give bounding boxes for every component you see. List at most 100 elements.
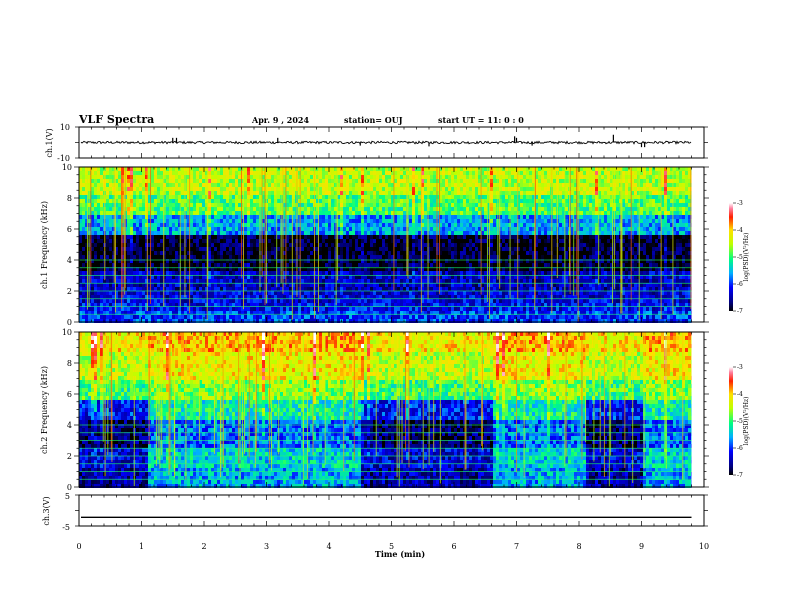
spectrogram-cell [310,227,313,231]
spectrogram-cell [163,263,166,267]
spectrogram-cell [343,259,346,263]
spectrogram-cell [268,239,271,243]
spectrogram-cell [379,219,382,223]
spectrogram-cell [148,207,151,211]
spectrogram-cell [397,263,400,267]
spectrogram-cell [439,175,442,179]
spectrogram-cell [106,207,109,211]
spectrogram-cell [169,235,172,239]
spectrogram-cell [400,303,403,307]
spectrogram-cell [424,267,427,271]
spectrogram-cell [82,315,85,319]
spectrogram-cell [139,175,142,179]
spectrogram-cell [430,187,433,191]
spectrogram-cell [184,319,187,323]
spectrogram-cell [361,171,364,175]
spectrogram-cell [208,227,211,231]
spectrogram-cell [199,267,202,271]
spectrogram-cell [247,291,250,295]
spectrogram-cell [445,167,448,171]
spectrogram-cell [280,303,283,307]
spectrogram-cell [136,187,139,191]
spectrogram-cell [379,271,382,275]
spectrogram-cell [109,295,112,299]
spectrogram-cell [400,299,403,303]
spectrogram-cell [82,223,85,227]
spectrogram-cell [217,207,220,211]
spectrogram-cell [208,279,211,283]
spectrogram-cell [433,203,436,207]
spectrogram-cell [316,203,319,207]
spectrogram-cell [238,199,241,203]
spectrogram-cell [253,319,256,323]
spectrogram-cell [193,175,196,179]
spectrogram-cell [412,187,415,191]
spectrogram-cell [388,215,391,219]
spectrogram-cell [331,255,334,259]
spectrogram-cell [241,283,244,287]
spectrogram-cell [151,267,154,271]
spectrogram-cell [448,183,451,187]
spectrogram-cell [385,271,388,275]
spectrogram-cell [436,299,439,303]
spectrogram-cell [169,311,172,315]
spectrogram-cell [412,195,415,199]
spectrogram-cell [148,175,151,179]
spectrogram-cell [412,287,415,291]
spectrogram-cell [154,239,157,243]
spectrogram-cell [385,295,388,299]
spectrogram-cell [211,243,214,247]
spectrogram-cell [310,315,313,319]
spectrogram-cell [238,287,241,291]
spectrogram-cell [109,275,112,279]
spectrogram-cell [193,315,196,319]
spectrogram-cell [190,183,193,187]
spectrogram-cell [379,291,382,295]
spectrogram-cell [262,223,265,227]
spectrogram-cell [253,303,256,307]
spectrogram-cell [85,219,88,223]
spectrogram-cell [283,227,286,231]
spectrogram-cell [370,315,373,319]
spectrogram-cell [163,211,166,215]
spectrogram-cell [229,259,232,263]
spectrogram-cell [232,219,235,223]
spectrogram-cell [451,255,454,259]
spectrogram-cell [187,319,190,323]
spectrogram-cell [157,187,160,191]
spectrogram-cell [400,295,403,299]
spectrogram-cell [445,195,448,199]
spectrogram-cell [439,291,442,295]
spectrogram-cell [79,251,82,255]
spectrogram-cell [145,239,148,243]
spectrogram-cell [340,215,343,219]
spectrogram-cell [451,175,454,179]
spectrogram-cell [136,203,139,207]
spectrogram-cell [175,315,178,319]
spectrogram-cell [304,191,307,195]
spectrogram-cell [142,183,145,187]
spectrogram-cell [409,303,412,307]
spectrogram-cell [388,219,391,223]
spectrogram-cell [166,295,169,299]
spectrogram-cell [448,227,451,231]
spectrogram-cell [406,283,409,287]
spectrogram-cell [316,239,319,243]
spectrogram-cell [409,203,412,207]
spectrogram-cell [208,295,211,299]
spectrogram-cell [199,183,202,187]
spectrogram-cell [439,295,442,299]
spectrogram-cell [319,207,322,211]
spectrogram-cell [241,267,244,271]
spectrogram-cell [262,319,265,323]
spectrogram-cell [109,271,112,275]
spectrogram-cell [160,239,163,243]
spectrogram-cell [247,207,250,211]
spectrogram-cell [439,315,442,319]
spectrogram-cell [433,219,436,223]
spectrogram-cell [358,191,361,195]
spectrogram-cell [139,271,142,275]
spectrogram-cell [271,191,274,195]
spectrogram-cell [265,311,268,315]
spectrogram-cell [331,283,334,287]
